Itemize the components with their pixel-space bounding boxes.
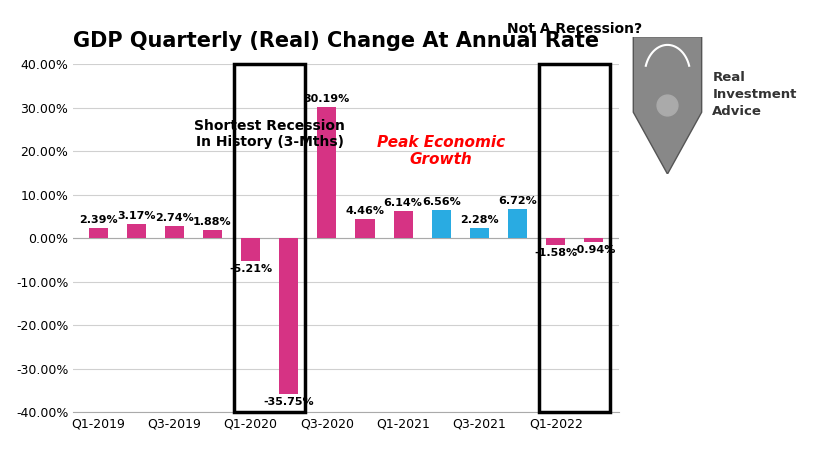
Text: 6.56%: 6.56% [422, 196, 461, 207]
Bar [203, 230, 222, 238]
Text: 2.39%: 2.39% [79, 215, 117, 225]
Bar [508, 209, 527, 238]
Bar [394, 212, 413, 238]
Text: Real
Investment
Advice: Real Investment Advice [712, 71, 797, 118]
Text: Not A Recession?: Not A Recession? [507, 22, 642, 36]
Bar [317, 107, 336, 238]
Bar [356, 219, 374, 238]
Text: Peak Economic
Growth: Peak Economic Growth [377, 135, 505, 167]
Text: Shortest Recession
In History (3-Mths): Shortest Recession In History (3-Mths) [195, 119, 345, 149]
Text: 1.88%: 1.88% [193, 217, 232, 227]
Polygon shape [633, 37, 702, 174]
Text: 3.17%: 3.17% [117, 211, 155, 221]
Bar [546, 238, 565, 245]
Bar [241, 238, 260, 261]
Bar [89, 228, 107, 238]
Bar [164, 226, 184, 238]
Bar [234, 64, 305, 412]
Text: 4.46%: 4.46% [345, 206, 384, 216]
Bar [470, 228, 489, 238]
Bar [279, 238, 298, 394]
Text: 6.72%: 6.72% [498, 196, 537, 206]
Bar [540, 64, 610, 412]
Bar [584, 238, 603, 242]
Text: -35.75%: -35.75% [264, 397, 314, 407]
Text: 30.19%: 30.19% [304, 94, 350, 104]
Text: 2.28%: 2.28% [460, 215, 499, 225]
Bar [127, 224, 146, 238]
Text: GDP Quarterly (Real) Change At Annual Rate: GDP Quarterly (Real) Change At Annual Ra… [73, 32, 599, 51]
Bar [431, 210, 451, 238]
Text: 6.14%: 6.14% [383, 198, 422, 208]
Text: -5.21%: -5.21% [229, 264, 272, 274]
Text: -1.58%: -1.58% [534, 248, 577, 258]
Text: -0.94%: -0.94% [572, 245, 615, 255]
Text: 2.74%: 2.74% [155, 213, 194, 223]
